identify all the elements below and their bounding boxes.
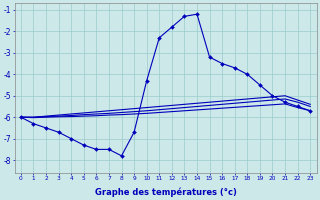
X-axis label: Graphe des températures (°c): Graphe des températures (°c) bbox=[95, 187, 236, 197]
